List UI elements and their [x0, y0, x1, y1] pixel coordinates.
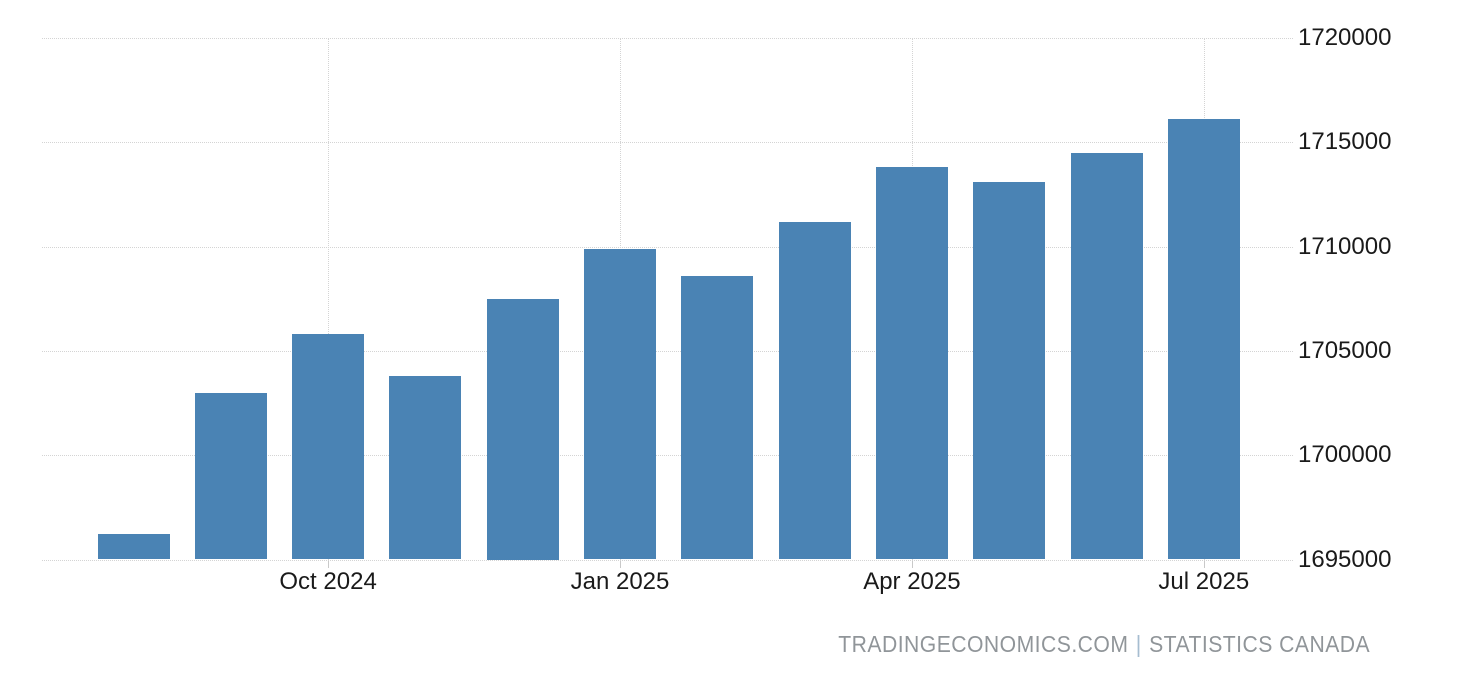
- h-gridline: [42, 350, 1293, 352]
- y-axis-label: 1705000: [1298, 336, 1392, 364]
- bar-jan-2025[interactable]: [584, 248, 656, 560]
- x-axis-tick-label: Apr 2025: [863, 568, 961, 595]
- h-gridline: [42, 142, 1293, 144]
- bar-oct-2024[interactable]: [292, 334, 365, 560]
- h-gridline: [42, 559, 1293, 561]
- bar-jul-2025[interactable]: [1167, 119, 1240, 560]
- bar-mar-2025[interactable]: [778, 221, 851, 560]
- y-axis-label: 1700000: [1298, 441, 1392, 469]
- h-gridline: [42, 38, 1293, 39]
- attribution-provider: STATISTICS CANADA: [1148, 631, 1370, 657]
- bar-nov-2024[interactable]: [389, 375, 462, 560]
- x-axis-tick: [911, 560, 913, 568]
- x-axis-tick-label: Jul 2025: [1158, 568, 1250, 595]
- bar-feb-2025[interactable]: [681, 275, 754, 560]
- x-axis-tick: [1203, 560, 1205, 568]
- v-gridline: [328, 38, 330, 560]
- y-axis-label: 1695000: [1298, 545, 1392, 573]
- bar-aug-2024[interactable]: [97, 534, 170, 560]
- attribution: TRADINGECONOMICS.COM | STATISTICS CANADA: [838, 631, 1370, 658]
- y-axis-label: 1710000: [1298, 232, 1392, 260]
- x-axis-tick-label: Oct 2024: [279, 568, 377, 595]
- bar-may-2025[interactable]: [973, 181, 1046, 560]
- bar-apr-2025[interactable]: [875, 167, 948, 560]
- y-axis-label: 1715000: [1298, 128, 1392, 156]
- bar-jun-2025[interactable]: [1070, 152, 1143, 560]
- h-gridline: [42, 455, 1293, 457]
- h-gridline: [42, 246, 1293, 248]
- x-axis-tick-label: Jan 2025: [570, 568, 670, 595]
- bar-sep-2024[interactable]: [194, 392, 267, 560]
- attribution-site: TRADINGECONOMICS.COM: [838, 631, 1129, 657]
- bar-dec-2024[interactable]: [486, 298, 559, 560]
- x-axis-tick: [328, 560, 330, 568]
- attribution-separator: |: [1135, 631, 1142, 657]
- x-axis-tick: [620, 560, 621, 568]
- y-axis-label: 1720000: [1298, 24, 1392, 51]
